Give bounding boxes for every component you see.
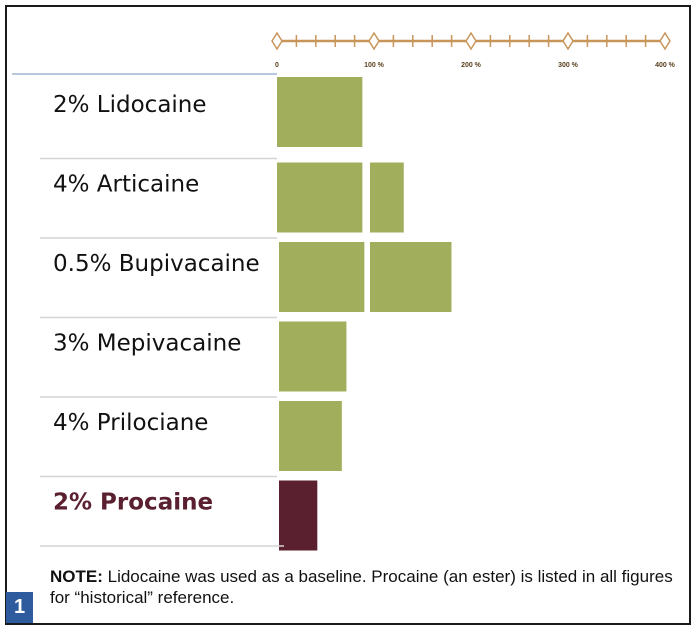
x-major-tick-diamond [659,31,671,51]
x-major-tick-diamond [562,31,574,51]
drug-label: 4% Prilociane [53,410,208,436]
drug-label: 2% Lidocaine [53,92,207,118]
bar-series-1 [279,321,347,392]
bar-series-2 [370,242,452,312]
bar-series-1 [279,242,365,312]
x-tick-label: 0 [275,62,279,69]
note-text: NOTE: Lidocaine was used as a baseline. … [50,566,680,608]
drug-label: 0.5% Bupivacaine [53,251,260,277]
bar-series-1 [279,480,318,551]
drug-label: 3% Mepivacaine [53,331,241,357]
drug-label: 4% Articaine [53,172,199,198]
x-major-tick-diamond [271,31,283,51]
bar-series-1 [277,162,363,233]
x-major-tick-diamond [465,31,477,51]
bar-series-2 [370,162,404,233]
x-tick-label: 300 % [558,62,579,69]
bar-series-1 [279,401,342,471]
bar-series-1 [277,77,363,147]
x-tick-label: 200 % [461,62,482,69]
note-body: Lidocaine was used as a baseline. Procai… [50,567,673,607]
note-label: NOTE: [50,567,103,586]
x-major-tick-diamond [368,31,380,51]
figure-number-badge: 1 [6,592,33,623]
x-tick-label: 400 % [655,62,676,69]
drug-label: 2% Procaine [53,490,213,516]
x-tick-label: 100 % [364,62,385,69]
